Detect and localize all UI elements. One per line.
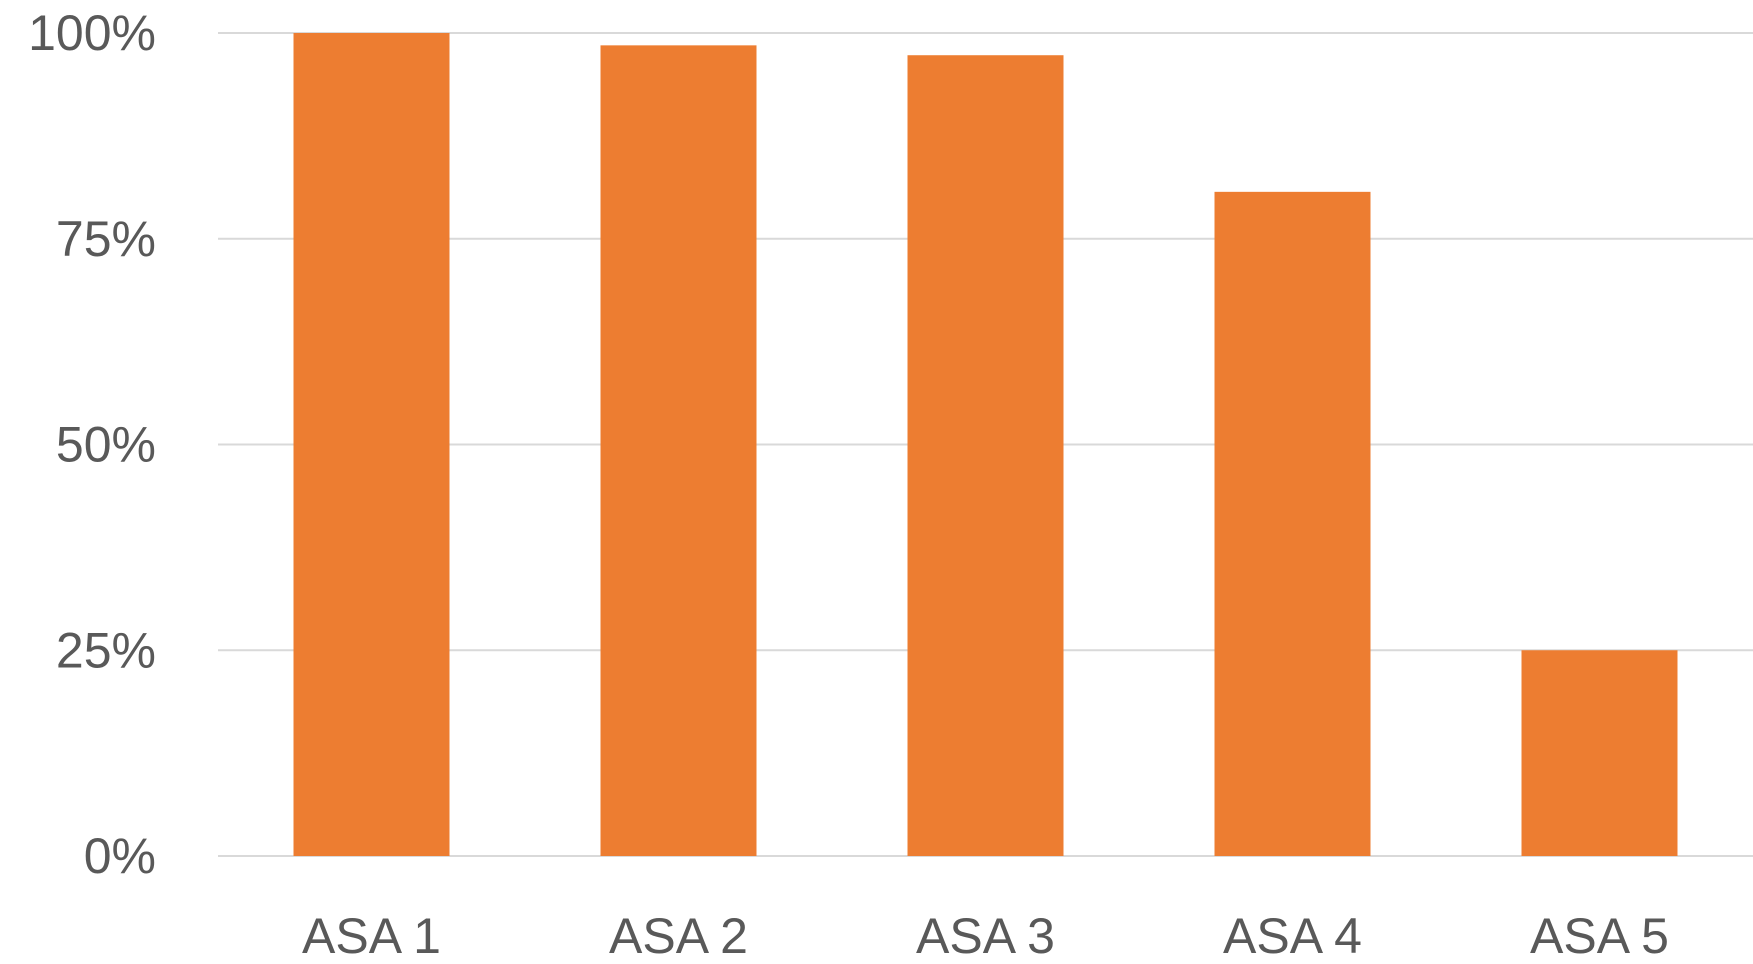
y-tick-label: 0% [84,828,156,884]
bar-asa-5 [1521,650,1678,856]
bar-asa-4 [1214,191,1371,857]
x-tick-label: ASA 4 [1223,908,1362,964]
y-tick-label: 50% [56,417,156,473]
x-tick-label: ASA 1 [302,908,441,964]
y-tick-label: 100% [28,5,156,61]
bar-asa-3 [907,55,1064,856]
y-tick-label: 75% [56,211,156,267]
bar-asa-1 [293,33,450,856]
y-axis-tick-labels: 0% 25% 50% 75% 100% [28,5,156,884]
bars [293,33,1678,857]
y-tick-label: 25% [56,622,156,678]
x-tick-label: ASA 3 [916,908,1055,964]
x-axis-tick-labels: ASA 1 ASA 2 ASA 3 ASA 4 ASA 5 [302,908,1669,964]
x-tick-label: ASA 2 [609,908,748,964]
x-tick-label: ASA 5 [1530,908,1669,964]
bar-asa-2 [600,45,757,857]
